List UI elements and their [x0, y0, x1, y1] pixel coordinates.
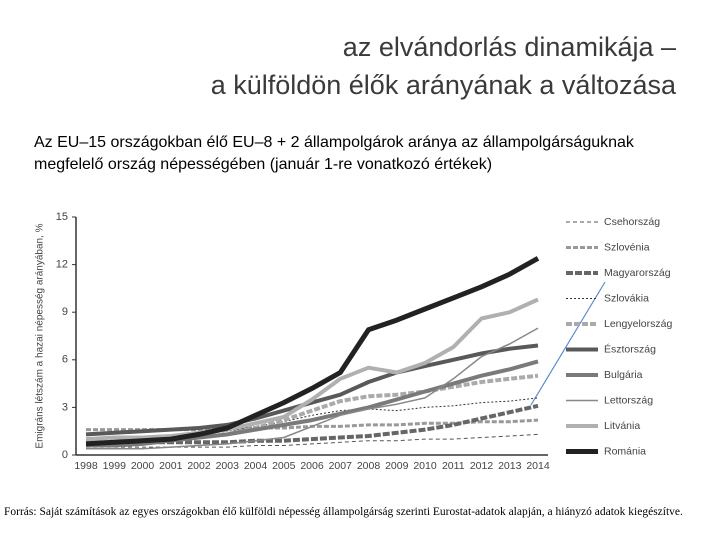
- legend-label: Litvánia: [604, 420, 640, 432]
- x-tick-label: 2010: [413, 460, 437, 472]
- x-tick-label: 2000: [131, 460, 155, 472]
- legend-label: Szlovákia: [604, 292, 649, 304]
- x-tick-label: 2005: [272, 460, 296, 472]
- slide-title: az elvándorlás dinamikája – a külföldön …: [36, 28, 676, 104]
- legend-label: Magyarország: [604, 267, 671, 279]
- x-tick-label: 2012: [470, 460, 494, 472]
- y-tick-label: 6: [62, 354, 68, 366]
- title-line: az elvándorlás dinamikája –: [342, 32, 676, 62]
- x-tick-label: 2002: [187, 460, 211, 472]
- series-line: [86, 327, 539, 450]
- y-tick-label: 0: [62, 449, 68, 461]
- legend-label: Bulgária: [604, 369, 643, 381]
- source-note: Forrás: Saját számítások az egyes ország…: [4, 506, 683, 518]
- y-tick-label: 12: [56, 259, 68, 271]
- series-line: [85, 297, 539, 442]
- y-tick-label: 15: [56, 211, 68, 223]
- legend-label: Lengyelország: [604, 318, 672, 330]
- series-line: [85, 256, 540, 447]
- x-tick-label: 2006: [300, 460, 324, 472]
- x-tick-label: 1999: [103, 460, 127, 472]
- x-tick-label: 2013: [498, 460, 522, 472]
- y-axis-label: Emigráns létszám a hazai népesség arányá…: [35, 223, 46, 448]
- x-tick-label: 2009: [385, 460, 409, 472]
- x-tick-label: 2011: [442, 460, 465, 472]
- legend-label: Románia: [604, 445, 646, 457]
- x-tick-label: 2003: [216, 460, 240, 472]
- subtitle: Az EU–15 országokban élő EU–8 + 2 államp…: [34, 134, 634, 173]
- x-tick-label: 2004: [244, 460, 268, 472]
- legend-label: Észtország: [604, 342, 656, 355]
- chart: Emigráns létszám a hazai népesség arányá…: [35, 211, 673, 472]
- x-tick-label: 2001: [159, 460, 183, 472]
- legend-label: Csehország: [604, 216, 660, 228]
- legend-label: Lettország: [604, 394, 653, 406]
- legend-label: Szlovénia: [604, 241, 650, 253]
- x-tick-label: 2008: [357, 460, 381, 472]
- annotation-pointer: [530, 281, 606, 406]
- series-line: [85, 343, 539, 437]
- x-tick-label: 1998: [74, 460, 98, 472]
- x-tick-label: 2014: [526, 460, 550, 472]
- title-line: a külföldön élők arányának a változása: [210, 70, 676, 100]
- y-tick-label: 9: [62, 306, 68, 318]
- y-tick-label: 3: [62, 401, 68, 413]
- series-line: [86, 433, 539, 448]
- x-tick-label: 2007: [329, 460, 353, 472]
